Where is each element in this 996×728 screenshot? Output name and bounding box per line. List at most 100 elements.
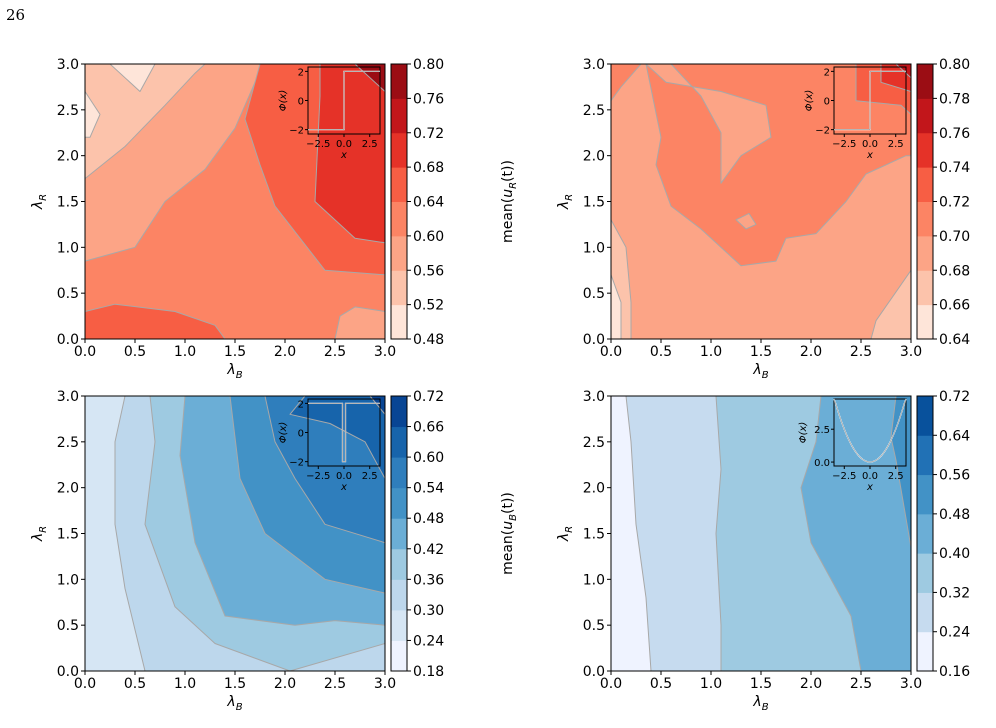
inset-x-axis-label: x: [340, 482, 347, 493]
colorbar-tick-label: 0.56: [939, 468, 970, 484]
colorbar-tick-label: 0.64: [413, 195, 444, 211]
contour-regions: [84, 63, 386, 340]
colorbar-tick-label: 0.64: [939, 332, 970, 348]
inset-y-axis-label: Φ(x): [798, 422, 809, 444]
inset-x-axis-label: x: [866, 482, 873, 493]
inset-x-tick-label: −2.5: [832, 471, 856, 482]
colorbar-segment: [917, 201, 933, 237]
inset-x-tick-label: 2.5: [888, 471, 904, 482]
x-tick-label: 3.0: [900, 676, 922, 692]
x-axis-label: λB: [752, 694, 768, 713]
inset-x-tick-label: −2.5: [306, 471, 330, 482]
page-number: 26: [6, 6, 26, 24]
colorbar-tick-label: 0.40: [939, 546, 970, 562]
x-tick-label: 1.0: [700, 344, 722, 360]
x-axis-label: λB: [752, 362, 768, 381]
x-tick-label: 1.5: [224, 344, 246, 360]
colorbar-tick-label: 0.66: [939, 298, 970, 314]
colorbar-segment: [917, 270, 933, 306]
contour-panel-bottom-right: 0.0 0.5 1.0 1.5 2.0 2.5 3.0 0.0 0.5 1.0 1.5 2.0 2.5 3…: [556, 388, 996, 724]
inset-x-tick-label: 0.0: [336, 471, 352, 482]
inset-y-tick-label: 2: [824, 67, 830, 78]
y-tick-label: 1.5: [57, 527, 79, 543]
y-tick-label: 3.0: [583, 389, 605, 405]
colorbar-segment: [917, 167, 933, 202]
colorbar-segment: [391, 132, 407, 168]
y-tick-label: 0.0: [57, 664, 79, 680]
y-tick-label: 2.5: [583, 103, 605, 119]
x-tick-label: 0.0: [74, 344, 96, 360]
x-tick-label: 0.0: [74, 676, 96, 692]
y-axis-label: λR: [556, 526, 575, 542]
x-tick-label: 2.5: [850, 344, 872, 360]
inset-x-tick-label: −2.5: [306, 139, 330, 150]
colorbar-frame: [916, 395, 934, 672]
colorbar-tick-label: 0.76: [939, 126, 970, 142]
x-tick-label: 3.0: [374, 676, 396, 692]
colorbar-tick-label: 0.72: [939, 389, 970, 405]
colorbar-tick-label: 0.66: [413, 420, 444, 436]
contour-chart-bottom-right: 0.0 0.5 1.0 1.5 2.0 2.5 3.0 0.0 0.5 1.0 1.5 2.0 2.5 3…: [556, 389, 970, 713]
colorbar-segment: [391, 64, 407, 99]
inset-x-tick-label: −2.5: [832, 139, 856, 150]
x-tick-label: 0.5: [650, 344, 672, 360]
inset-x-tick-label: 2.5: [888, 139, 904, 150]
x-tick-label: 2.5: [324, 344, 346, 360]
x-tick-label: 1.5: [224, 676, 246, 692]
x-tick-label: 2.0: [800, 676, 822, 692]
colorbar-segment: [917, 553, 933, 593]
x-tick-label: 0.5: [124, 676, 146, 692]
inset-potential-curve-edge: [833, 398, 907, 463]
colorbar-tick-label: 0.48: [413, 332, 444, 348]
x-tick-label: 1.0: [700, 676, 722, 692]
colorbar-segment: [917, 435, 933, 476]
colorbar-tick-label: 0.72: [939, 195, 970, 211]
colorbar-segment: [391, 304, 407, 340]
colorbar-tick-label: 0.36: [413, 572, 444, 588]
colorbar-tick-label: 0.68: [939, 263, 970, 279]
contour-chart-bottom-left: 0.0 0.5 1.0 1.5 2.0 2.5 3.0 0.0 0.5 1.0 1.5 2.0 2.5 3…: [30, 389, 519, 713]
x-tick-label: 1.5: [750, 344, 772, 360]
x-tick-label: 2.0: [274, 344, 296, 360]
x-tick-label: 0.0: [600, 676, 622, 692]
colorbar-segment: [391, 201, 407, 237]
x-tick-label: 0.5: [124, 344, 146, 360]
colorbar-segment: [391, 640, 407, 672]
x-tick-label: 0.5: [650, 676, 672, 692]
contour-panel-bottom-left: 0.0 0.5 1.0 1.5 2.0 2.5 3.0 0.0 0.5 1.0 1.5 2.0 2.5 3…: [30, 388, 526, 724]
y-tick-label: 3.0: [57, 57, 79, 73]
y-tick-label: 0.0: [583, 664, 605, 680]
colorbar-tick-label: 0.70: [939, 229, 970, 245]
y-tick-label: 0.5: [583, 286, 605, 302]
x-axis-label: λB: [226, 362, 242, 381]
y-tick-label: 3.0: [57, 389, 79, 405]
inset-potential-curve-edge: [308, 71, 380, 130]
x-tick-label: 1.0: [174, 344, 196, 360]
colorbar-label: mean(uR(t)): [500, 160, 519, 243]
colorbar-tick-label: 0.48: [939, 507, 970, 523]
colorbar-segment: [391, 98, 407, 134]
colorbar-segment: [917, 513, 933, 554]
colorbar-tick-label: 0.76: [413, 91, 444, 107]
colorbar-segment: [391, 167, 407, 202]
colorbar-segment: [917, 474, 933, 515]
colorbar-segment: [391, 396, 407, 428]
inset-x-tick-label: 2.5: [362, 471, 378, 482]
inset-y-tick-label: 0: [824, 97, 830, 108]
colorbar-tick-label: 0.60: [413, 450, 444, 466]
contour-regions: [84, 395, 386, 672]
inset-y-tick-label: 0: [298, 429, 304, 440]
colorbar-segment: [917, 64, 933, 99]
colorbar-segment: [917, 304, 933, 340]
y-tick-label: 1.0: [57, 572, 79, 588]
colorbar-tick-label: 0.74: [939, 160, 970, 176]
inset-potential-curve-edge: [834, 71, 906, 130]
colorbar-frame: [390, 395, 408, 672]
colorbar-tick-label: 0.68: [413, 160, 444, 176]
colorbar-tick-label: 0.60: [413, 229, 444, 245]
inset-x-tick-label: 0.0: [862, 471, 878, 482]
inset-x-tick-label: 0.0: [336, 139, 352, 150]
inset-x-axis-label: x: [866, 150, 873, 161]
y-tick-label: 1.0: [583, 240, 605, 256]
y-tick-label: 1.0: [583, 572, 605, 588]
